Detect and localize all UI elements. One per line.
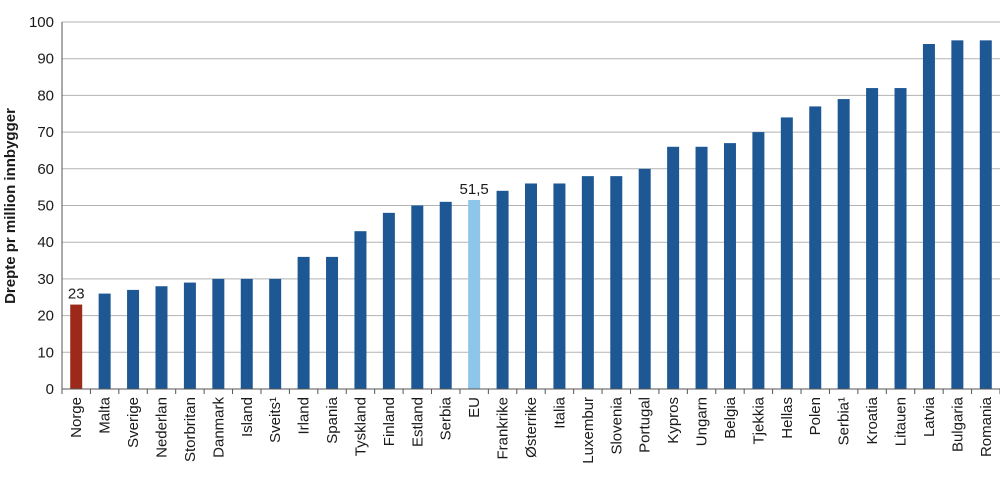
y-tick-labels: 0 10 20 30 40 50 60 70 80 90 100 — [29, 14, 54, 398]
x-tick-label: Østerrike — [523, 397, 540, 458]
y-tick-label: 90 — [37, 51, 54, 68]
x-tick-label: Serbia¹ — [836, 397, 853, 445]
x-tick-label: Kypros — [665, 397, 682, 444]
bar-24 — [752, 132, 765, 389]
bar-3 — [155, 286, 168, 389]
bar-25 — [780, 117, 793, 390]
x-tick-label: EU — [466, 397, 483, 418]
bar-2 — [127, 289, 140, 389]
bar-10 — [354, 231, 367, 389]
bar-13 — [439, 201, 452, 389]
x-tick-label: Polen — [807, 397, 824, 435]
y-tick-label: 80 — [37, 87, 54, 104]
x-tick-label: Ungarn — [694, 397, 711, 446]
bar-8 — [297, 256, 310, 389]
bar-22 — [695, 146, 708, 389]
x-tick-label: Nederlan — [153, 397, 170, 458]
y-tick-label: 10 — [37, 344, 54, 361]
data-label: 23 — [68, 286, 85, 303]
x-tick-label: Kroatia — [864, 396, 881, 444]
bar-9 — [326, 256, 339, 389]
x-tick-label: Luxembur — [580, 397, 597, 464]
y-tick-label: 20 — [37, 308, 54, 325]
bar-7 — [269, 278, 282, 389]
y-tick-label: 40 — [37, 234, 54, 251]
x-tick-label: Tjekkia — [750, 396, 767, 444]
bar-5 — [212, 278, 225, 389]
x-tick-label: Malta — [97, 396, 114, 433]
bar-4 — [183, 282, 196, 389]
bar-20 — [638, 168, 651, 389]
x-tick-label: Estland — [409, 397, 426, 447]
bars — [70, 40, 992, 390]
x-tick-label: Danmark — [210, 397, 227, 458]
axes — [61, 22, 1000, 394]
bar-23 — [723, 143, 736, 389]
bar-6 — [240, 278, 253, 389]
y-tick-label: 70 — [37, 124, 54, 141]
bar-1 — [98, 293, 111, 389]
x-tick-label: Slovenia — [608, 396, 625, 454]
y-tick-label: 30 — [37, 271, 54, 288]
x-tick-labels: Norge Malta Sverige Nederlan Storbritan Danma… — [68, 396, 995, 463]
bar-21 — [667, 146, 680, 389]
bar-12 — [411, 205, 424, 389]
x-tick-label: Latvia — [921, 396, 938, 437]
x-tick-label: Storbritan — [182, 397, 199, 462]
bar-28 — [866, 88, 879, 389]
data-labels: 23 51,5 — [68, 181, 489, 303]
x-tick-label: Norge — [68, 397, 85, 438]
bar-14 — [468, 199, 481, 389]
x-tick-label: Finland — [381, 397, 398, 446]
data-label: 51,5 — [460, 181, 489, 198]
x-tick-label: Portugal — [637, 397, 654, 453]
x-tick-label: Serbia — [438, 396, 455, 440]
bar-0 — [70, 304, 83, 389]
bar-32 — [979, 40, 992, 389]
bar-15 — [496, 190, 509, 389]
y-tick-label: 100 — [29, 14, 54, 31]
x-tick-label: Romania — [978, 396, 995, 457]
x-tick-label: Sverige — [125, 397, 142, 448]
bar-16 — [525, 183, 537, 389]
x-tick-label: Italia — [551, 396, 568, 428]
x-tick-label: Hellas — [779, 397, 796, 439]
x-tick-label: Spania — [324, 396, 341, 443]
y-tick-label: 0 — [46, 381, 54, 398]
x-tick-label: Bulgaria — [949, 396, 966, 452]
bar-26 — [809, 106, 822, 389]
y-tick-label: 60 — [37, 161, 54, 178]
x-tick-label: Sveits¹ — [267, 397, 284, 443]
x-tick-label: Island — [239, 397, 256, 437]
bar-11 — [382, 212, 395, 389]
x-tick-label: Litauen — [893, 397, 910, 446]
bar-19 — [610, 176, 623, 389]
x-tick-label: Tyskland — [352, 397, 369, 456]
bar-27 — [837, 99, 850, 389]
x-tick-label: Frankrike — [495, 397, 512, 460]
bar-18 — [581, 176, 594, 389]
bar-30 — [922, 44, 935, 390]
x-tick-label: Irland — [296, 397, 313, 435]
bar-31 — [951, 40, 964, 389]
bar-29 — [894, 88, 907, 389]
bar-17 — [553, 183, 566, 389]
y-tick-label: 50 — [37, 198, 54, 215]
y-axis-label: Drepte pr million innbygger — [2, 108, 19, 304]
x-tick-label: Belgia — [722, 396, 739, 438]
